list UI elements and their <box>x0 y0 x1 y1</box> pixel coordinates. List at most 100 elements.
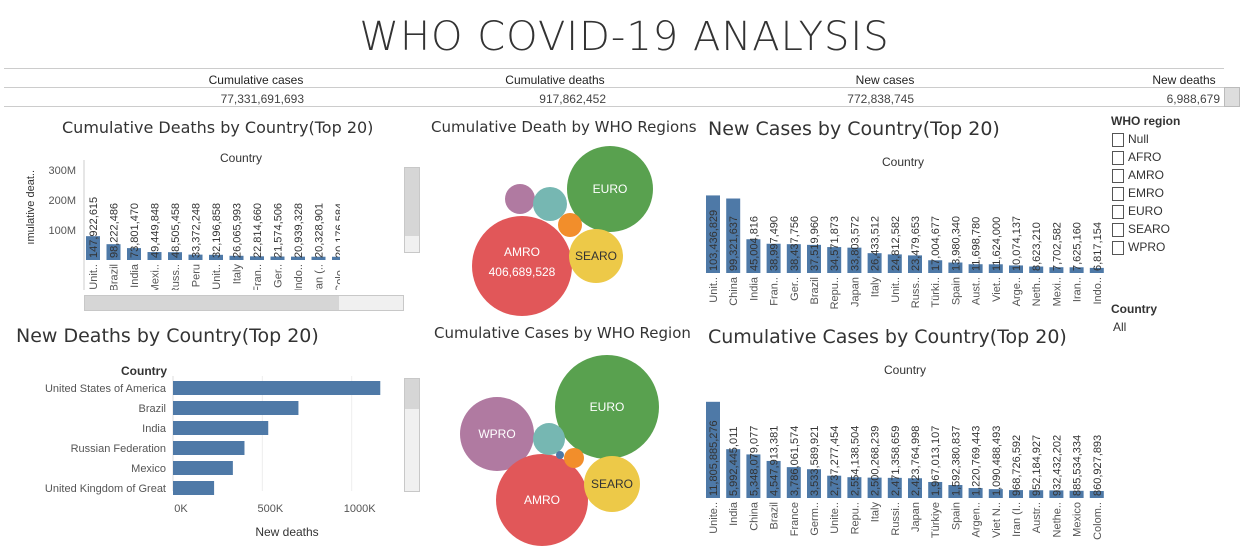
category-label-new_cases_country: Unit.. <box>890 277 902 303</box>
category-label-new_cases_country: Aust.. <box>971 277 983 305</box>
new-cases-country-chart: 103,436,829 Unit.. 99,321,637 China 45,004,8… <box>706 195 1104 309</box>
bubble-afro <box>564 448 584 468</box>
category-label-new_cases_country: Spain <box>950 277 962 305</box>
who-region-option-wpro[interactable]: WPRO <box>1112 240 1165 256</box>
who-region-option-emro[interactable]: EMRO <box>1112 186 1164 202</box>
bubble-euro <box>567 146 653 232</box>
category-label-new_cases_country: India <box>748 276 760 301</box>
data-label-cum_cases_country: 952,184,927 <box>1031 435 1043 496</box>
new-deaths-vscroll[interactable] <box>404 378 420 492</box>
kpi-scrollbar[interactable] <box>1224 87 1240 107</box>
data-label-new_cases_country: 17,004,677 <box>930 216 942 271</box>
who-region-option-null[interactable]: Null <box>1112 132 1149 148</box>
bar-cum_deaths_country <box>291 256 305 260</box>
data-label-cum_cases_country: 2,737,277,454 <box>829 426 841 496</box>
checkbox-icon[interactable] <box>1112 132 1124 147</box>
data-label-new_cases_country: 33,803,572 <box>849 216 861 271</box>
kpi-value-cumulative-deaths: 917,862,452 <box>539 92 606 106</box>
data-label-cum_deaths_country: 20,328,901 <box>314 203 326 258</box>
country-filter-value[interactable]: All <box>1113 320 1127 334</box>
bar-new_cases_country <box>847 247 862 273</box>
bar-cum_cases_country <box>726 449 741 498</box>
checkbox-icon[interactable] <box>1112 150 1124 165</box>
bar-new_cases_country <box>928 260 943 273</box>
bar-cum_deaths_country <box>332 256 340 260</box>
checkbox-icon[interactable] <box>1112 168 1124 183</box>
bar-new-deaths <box>173 441 245 455</box>
data-label-new_cases_country: 38,437,756 <box>789 216 801 271</box>
data-label-cum_deaths_country: 48,505,458 <box>170 203 182 258</box>
data-label-cum_deaths_country: 49,449,848 <box>150 203 162 258</box>
kpi-value-new-cases: 772,838,745 <box>847 92 914 106</box>
who-region-option-euro[interactable]: EURO <box>1112 204 1163 220</box>
bar-cum_deaths_country <box>188 254 203 260</box>
bar-cum_deaths_country <box>147 252 162 260</box>
bubble-emro <box>533 423 565 455</box>
data-label-cum_deaths_country: 21,574,506 <box>273 203 285 258</box>
bar-cum_deaths_country <box>250 256 264 260</box>
new-deaths-country-chart: United States of America Brazil India Russi… <box>45 376 381 539</box>
category-label-cum_cases_country: China <box>748 501 760 531</box>
data-label-cum_cases_country: 860,927,893 <box>1092 435 1104 496</box>
bubble-searo <box>569 229 623 283</box>
bar-new_cases_country <box>706 195 720 273</box>
bar-new_cases_country <box>827 247 842 273</box>
category-label-cum_cases_country: Brazil <box>769 502 781 530</box>
data-label-new_cases_country: 37,519,960 <box>809 216 821 271</box>
data-label-new_cases_country: 23,479,653 <box>910 216 922 271</box>
category-label-new_cases_country: Japan <box>849 277 861 307</box>
data-label-cum_cases_country: 1,220,769,443 <box>971 426 983 496</box>
who-region-option-searo[interactable]: SEARO <box>1112 222 1170 238</box>
category-label-cum_deaths_country: Italy <box>232 264 244 285</box>
bar-cum_cases_country <box>948 485 963 498</box>
who-region-option-afro[interactable]: AFRO <box>1112 150 1161 166</box>
data-label-new_cases_country: 11,624,000 <box>991 217 1003 271</box>
who-region-filter-title: WHO region <box>1111 114 1181 128</box>
category-label-cum_cases_country: Japan <box>910 502 922 532</box>
bubble-euro <box>555 355 659 459</box>
category-label-new_cases_country: Italy <box>870 277 882 298</box>
data-label-new_cases_country: 99,321,637 <box>728 216 740 271</box>
checkbox-icon[interactable] <box>1112 222 1124 237</box>
category-label-new-deaths: Mexico <box>131 463 166 475</box>
checkbox-icon[interactable] <box>1112 204 1124 219</box>
cum-cases-region-bubbles: EURO WPRO AMRO SEARO <box>460 355 659 546</box>
data-label-cum_deaths_country: 147,922,615 <box>88 197 100 258</box>
data-label-cum_cases_country: 3,533,589,921 <box>809 426 821 496</box>
category-label-new-deaths: Russian Federation <box>71 443 166 455</box>
checkbox-icon[interactable] <box>1112 240 1124 255</box>
bar-new_cases_country <box>1049 267 1064 273</box>
bar-cum_cases_country <box>928 481 943 498</box>
bubble-label-wpro: WPRO <box>478 427 515 441</box>
data-label-cum_cases_country: 968,726,592 <box>1011 435 1023 496</box>
category-label-cum_deaths_country: Russ.. <box>170 264 182 290</box>
cum-cases-region-title: Cumulative Cases by WHO Region <box>434 324 691 342</box>
country-filter-title: Country <box>1111 302 1157 316</box>
bar-cum_deaths_country <box>106 244 121 260</box>
checkbox-icon[interactable] <box>1112 186 1124 201</box>
category-label-cum_deaths_country: India <box>129 263 141 288</box>
cum-deaths-vscroll[interactable] <box>404 167 420 253</box>
data-label-new_cases_country: 8,623,210 <box>1031 222 1043 271</box>
data-label-cum_deaths_country: 33,372,248 <box>191 203 203 258</box>
data-label-cum_cases_country: 2,554,138,504 <box>849 426 861 496</box>
category-label-cum_cases_country: Unite.. <box>708 502 720 534</box>
who-region-option-label: EURO <box>1128 204 1163 218</box>
bar-new_cases_country <box>988 264 1003 273</box>
bubble-label-searo: SEARO <box>575 249 617 263</box>
category-label-new_cases_country: Iran.. <box>1072 277 1084 302</box>
category-label-cum_cases_country: Nethe.. <box>1051 502 1063 537</box>
bar-new_cases_country <box>746 239 761 273</box>
category-label-new-deaths: United Kingdom of Great <box>45 483 166 495</box>
bar-new_cases_country <box>1089 267 1104 273</box>
category-label-cum_cases_country: India <box>728 501 740 526</box>
bar-new_cases_country <box>908 255 922 273</box>
cum-deaths-hscroll[interactable] <box>84 295 404 311</box>
bubble-searo <box>584 456 640 512</box>
data-label-cum_cases_country: 4,547,913,381 <box>769 426 781 496</box>
data-label-cum_deaths_country: 98,222,486 <box>109 203 121 258</box>
bar-new_cases_country <box>948 262 963 273</box>
who-region-option-amro[interactable]: AMRO <box>1112 168 1164 184</box>
new-cases-country-title: New Cases by Country(Top 20) <box>708 118 1000 140</box>
cum-deaths-country-chart: 300M 200M 100M ımulative deat.. 147,922,615 U… <box>25 160 340 290</box>
